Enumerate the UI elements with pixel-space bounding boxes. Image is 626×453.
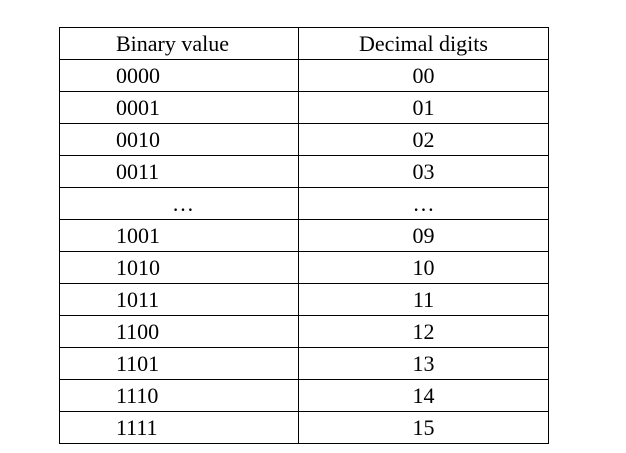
table-row: 1011 11 (59, 283, 549, 316)
table-header-row: Binary value Decimal digits (59, 27, 549, 60)
binary-cell: 1001 (59, 219, 299, 252)
table-row: 1101 13 (59, 347, 549, 380)
decimal-cell: 02 (298, 123, 549, 156)
decimal-cell-ellipsis: … (298, 187, 549, 220)
table-row: 1111 15 (59, 411, 549, 444)
table-row: 0010 02 (59, 123, 549, 156)
decimal-cell: 13 (298, 347, 549, 380)
decimal-cell: 09 (298, 219, 549, 252)
decimal-cell: 01 (298, 91, 549, 124)
binary-cell: 1010 (59, 251, 299, 284)
decimal-cell: 03 (298, 155, 549, 188)
decimal-cell: 14 (298, 379, 549, 412)
decimal-cell: 11 (298, 283, 549, 316)
table-row: 0000 00 (59, 59, 549, 92)
table-row-ellipsis: … … (59, 187, 549, 220)
binary-cell: 1111 (59, 411, 299, 444)
binary-cell: 0011 (59, 155, 299, 188)
decimal-cell: 00 (298, 59, 549, 92)
table-row: 1110 14 (59, 379, 549, 412)
table-row: 0001 01 (59, 91, 549, 124)
decimal-cell: 12 (298, 315, 549, 348)
binary-decimal-table-container: Binary value Decimal digits 0000 00 0001… (59, 27, 549, 444)
binary-cell: 1110 (59, 379, 299, 412)
table-row: 1010 10 (59, 251, 549, 284)
binary-cell-ellipsis: … (59, 187, 299, 220)
decimal-cell: 10 (298, 251, 549, 284)
binary-cell: 0010 (59, 123, 299, 156)
binary-cell: 1011 (59, 283, 299, 316)
table-row: 1100 12 (59, 315, 549, 348)
header-binary-value: Binary value (59, 27, 299, 60)
binary-decimal-table: Binary value Decimal digits 0000 00 0001… (59, 27, 549, 444)
table-row: 1001 09 (59, 219, 549, 252)
binary-cell: 1100 (59, 315, 299, 348)
binary-cell: 1101 (59, 347, 299, 380)
decimal-cell: 15 (298, 411, 549, 444)
binary-cell: 0000 (59, 59, 299, 92)
binary-cell: 0001 (59, 91, 299, 124)
table-row: 0011 03 (59, 155, 549, 188)
header-decimal-digits: Decimal digits (298, 27, 549, 60)
